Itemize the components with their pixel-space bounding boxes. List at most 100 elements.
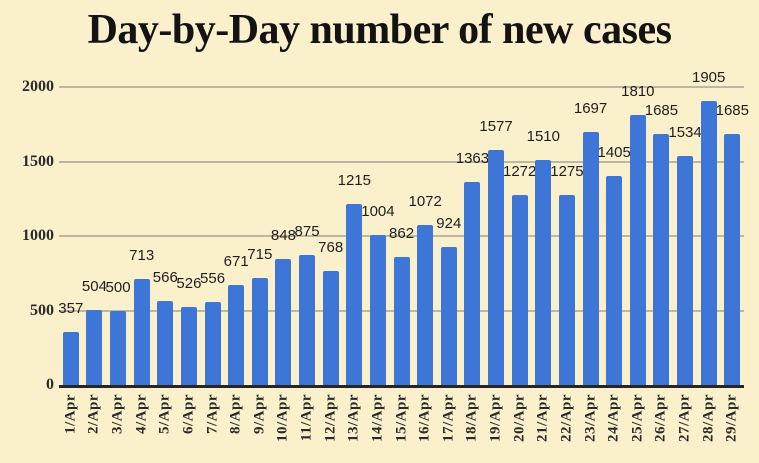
value-label: 504 — [81, 277, 107, 295]
x-tick-label: 21/Apr — [534, 394, 551, 442]
bar-slot: 1685 29/Apr — [716, 87, 749, 442]
bar — [275, 258, 292, 385]
bar — [417, 225, 434, 385]
x-tick-label: 19/Apr — [487, 394, 504, 442]
bar — [440, 247, 457, 385]
bar-slot: 500 3/Apr — [105, 87, 131, 434]
x-tick-label: 14/Apr — [369, 394, 386, 442]
bar-slot: 848 10/Apr — [270, 87, 296, 442]
bar — [582, 132, 599, 385]
value-label: 1905 — [692, 69, 726, 87]
bar — [180, 306, 197, 385]
value-label: 715 — [247, 246, 273, 264]
x-tick-label: 20/Apr — [511, 394, 528, 442]
value-label: 713 — [129, 246, 155, 264]
value-label: 1275 — [550, 163, 584, 181]
y-tick-label: 500 — [30, 301, 54, 319]
value-label: 357 — [58, 299, 84, 317]
value-label: 566 — [152, 268, 178, 286]
x-tick-label: 23/Apr — [582, 394, 599, 442]
value-label: 1685 — [644, 101, 679, 119]
x-tick-label: 17/Apr — [440, 394, 457, 442]
bar-slot: 875 11/Apr — [294, 87, 320, 441]
bar — [251, 278, 268, 385]
bar-slot: 526 6/Apr — [176, 87, 202, 434]
x-tick-label: 11/Apr — [298, 394, 315, 442]
value-label: 875 — [294, 222, 320, 240]
bar — [488, 150, 505, 385]
value-label: 848 — [270, 226, 296, 244]
gridline — [59, 235, 744, 237]
bar — [369, 235, 386, 385]
x-tick-label: 24/Apr — [605, 394, 622, 442]
value-label: 768 — [318, 238, 344, 256]
bar — [299, 254, 316, 385]
value-label: 1577 — [479, 118, 513, 136]
y-tick-label: 1500 — [22, 152, 54, 170]
bar — [700, 101, 717, 385]
x-tick-label: 9/Apr — [251, 394, 268, 434]
bar — [464, 181, 481, 385]
bar — [677, 156, 694, 385]
bar-slot: 1510 21/Apr — [527, 87, 560, 442]
x-tick-label: 25/Apr — [629, 394, 646, 442]
bar-slot: 1697 23/Apr — [574, 87, 607, 442]
bar-slot: 1685 26/Apr — [645, 87, 678, 442]
x-tick-label: 15/Apr — [393, 394, 410, 442]
bar-slot: 862 15/Apr — [389, 87, 415, 442]
x-tick-label: 27/Apr — [676, 394, 693, 442]
value-label: 1004 — [361, 203, 395, 221]
bar-slot: 1363 18/Apr — [456, 87, 489, 442]
bar-slot: 566 5/Apr — [152, 87, 178, 434]
bar — [629, 115, 646, 385]
bars-row: 357 1/Apr 504 2/Apr 500 3/Apr 713 4/Apr 566 5/Apr… — [58, 70, 749, 442]
value-label: 556 — [200, 270, 226, 288]
bar — [535, 160, 552, 385]
bar-slot: 1405 24/Apr — [598, 87, 631, 442]
value-label: 862 — [389, 224, 415, 242]
x-tick-label: 28/Apr — [700, 394, 717, 442]
bar-slot: 1004 14/Apr — [361, 87, 394, 442]
bar-slot: 671 8/Apr — [224, 87, 249, 434]
bar-slot: 1810 25/Apr — [621, 84, 654, 442]
value-label: 1510 — [526, 128, 560, 146]
value-label: 1215 — [337, 171, 371, 189]
bar-slot: 924 17/Apr — [436, 87, 461, 442]
x-tick-label: 1/Apr — [62, 394, 79, 434]
x-tick-label: 7/Apr — [204, 394, 221, 434]
value-label: 1272 — [503, 163, 537, 181]
bar — [653, 133, 670, 385]
bar-slot: 504 2/Apr — [81, 87, 107, 434]
value-label: 500 — [105, 278, 131, 296]
bar — [62, 331, 79, 385]
value-label: 526 — [176, 274, 202, 292]
x-tick-label: 13/Apr — [345, 394, 362, 442]
bar-slot: 1215 13/Apr — [338, 87, 371, 442]
x-tick-label: 2/Apr — [85, 394, 102, 434]
gridline — [59, 86, 744, 88]
bar-slot: 1905 28/Apr — [692, 70, 725, 442]
x-tick-label: 12/Apr — [322, 394, 339, 442]
chart-title: Day-by-Day number of new cases — [87, 7, 672, 53]
bar — [133, 278, 150, 385]
value-label: 1072 — [408, 193, 442, 211]
value-label: 1685 — [715, 101, 749, 119]
bar-slot: 357 1/Apr — [58, 87, 84, 434]
bar — [724, 133, 741, 385]
value-label: 1534 — [668, 124, 702, 142]
y-tick-label: 2000 — [22, 78, 54, 95]
bar-slot: 1577 19/Apr — [479, 87, 512, 442]
bar — [393, 256, 410, 385]
bar — [110, 310, 127, 385]
bar — [322, 270, 339, 385]
bar-slot: 1272 20/Apr — [503, 87, 536, 442]
x-tick-label: 22/Apr — [558, 394, 575, 442]
x-tick-label: 16/Apr — [416, 394, 433, 442]
x-tick-label: 10/Apr — [274, 394, 291, 442]
value-label: 1697 — [573, 100, 608, 118]
bar — [511, 195, 528, 385]
x-tick-label: 29/Apr — [723, 394, 740, 442]
y-tick-label: 0 — [46, 376, 54, 393]
bar-slot: 768 12/Apr — [318, 87, 344, 442]
